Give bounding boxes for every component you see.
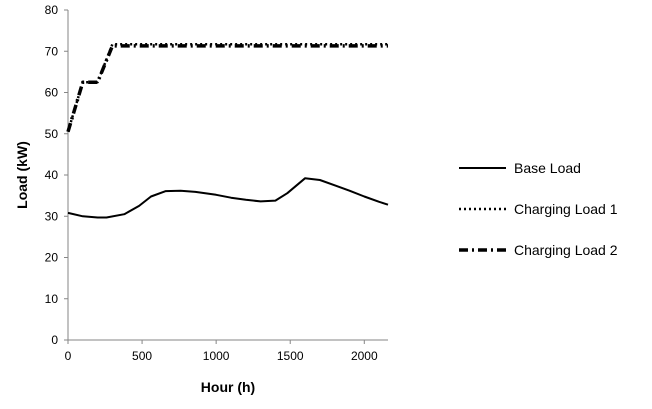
x-tick-label: 1000	[203, 349, 230, 363]
y-tick-label: 20	[45, 251, 59, 265]
y-tick-label: 60	[45, 86, 59, 100]
x-axis-title: Hour (h)	[201, 379, 255, 395]
legend-label-3: Charging Load 2	[514, 242, 618, 258]
y-tick-label: 70	[45, 44, 59, 58]
y-tick-label: 30	[45, 209, 59, 223]
y-axis-title: Load (kW)	[14, 141, 30, 209]
x-tick-label: 0	[65, 349, 72, 363]
x-tick-label: 1500	[277, 349, 304, 363]
y-tick-label: 0	[51, 333, 58, 347]
y-tick-label: 50	[45, 127, 59, 141]
axes: 0 10 20 30 40 50 60 70 80 0 500 1000 1500 2000	[45, 3, 388, 363]
series-line-1	[67, 177, 389, 219]
y-tick-label: 80	[45, 3, 59, 17]
series-line-3	[66, 44, 388, 133]
data-series	[66, 42, 389, 219]
series-line-2	[66, 42, 388, 133]
y-tick-label: 10	[45, 292, 59, 306]
x-tick-label: 2000	[351, 349, 378, 363]
legend-label-2: Charging Load 1	[514, 201, 618, 217]
legend: Base Load Charging Load 1 Charging Load 2	[459, 160, 618, 258]
legend-label-1: Base Load	[514, 160, 581, 176]
y-tick-label: 40	[45, 168, 59, 182]
x-tick-label: 500	[132, 349, 152, 363]
